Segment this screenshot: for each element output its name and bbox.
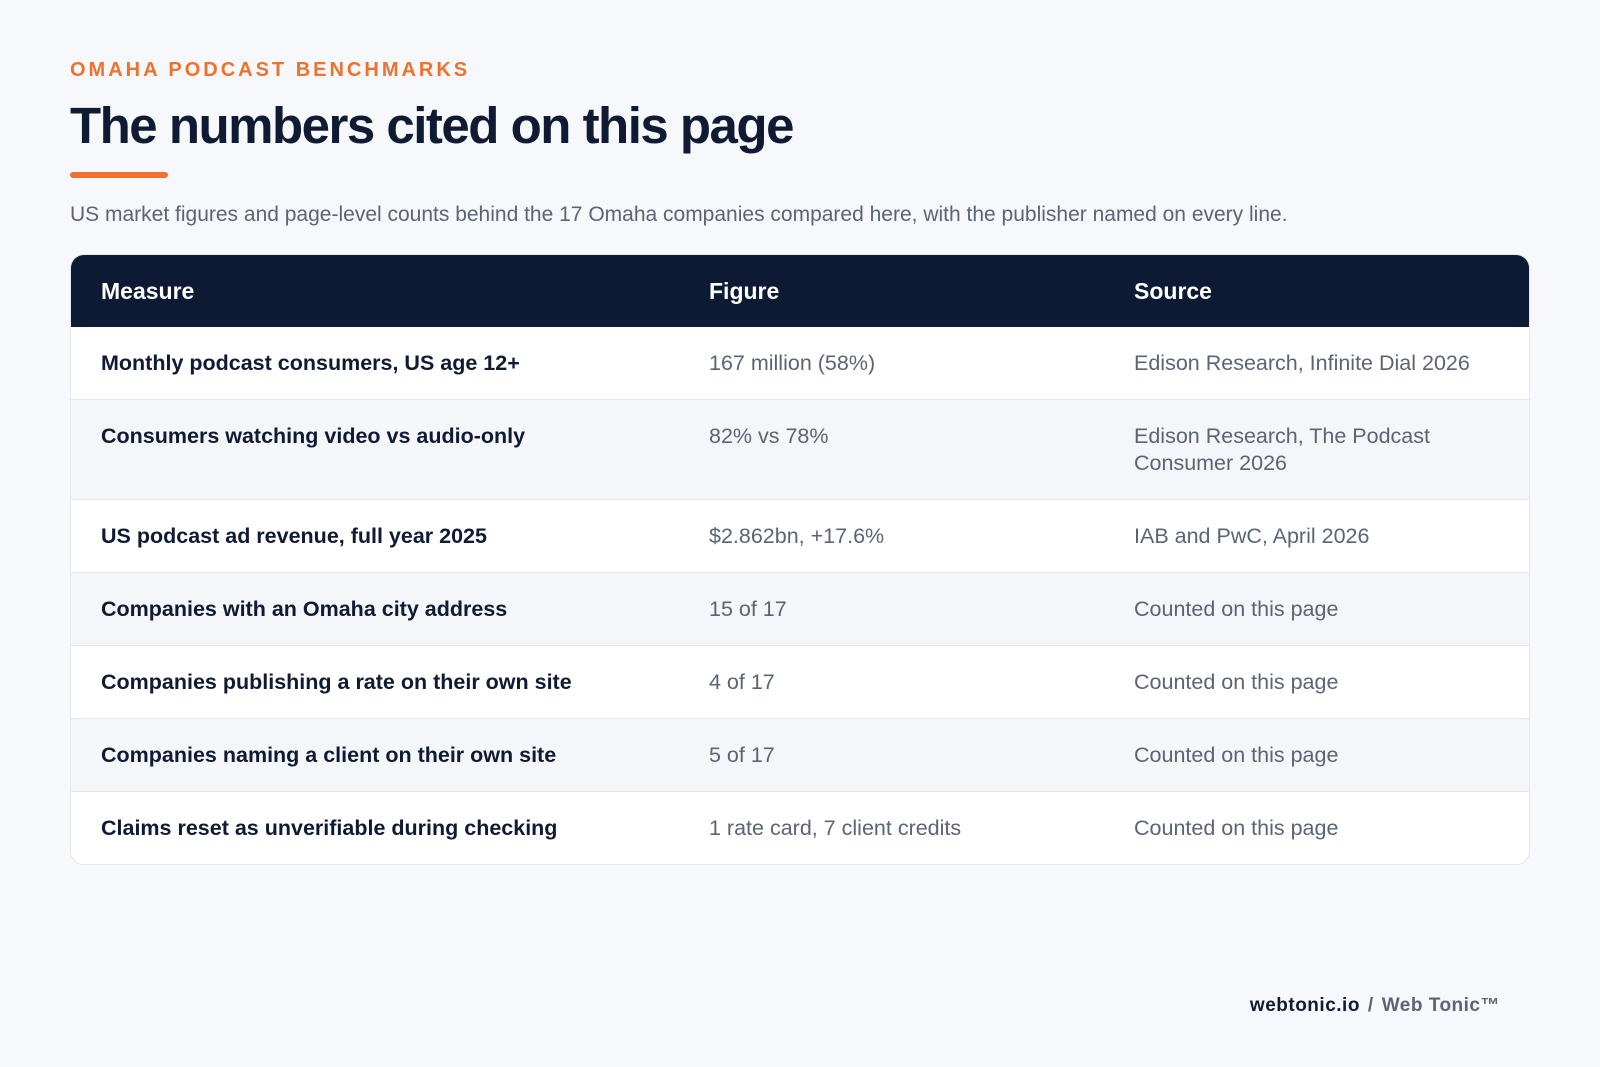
column-header-source: Source [1134, 277, 1212, 304]
column-header-measure: Measure [101, 277, 195, 304]
table-row: Companies publishing a rate on their own… [71, 645, 1529, 719]
footer-brand: Web Tonic™ [1381, 995, 1500, 1016]
footer-credit: webtonic.io / Web Tonic™ [1250, 995, 1500, 1017]
measure-cell: Companies with an Omaha city address [101, 597, 508, 621]
measure-cell: Monthly podcast consumers, US age 12+ [101, 351, 520, 375]
figure-cell: $2.862bn, +17.6% [709, 524, 885, 548]
measure-cell: Consumers watching video vs audio-only [101, 424, 526, 448]
table-row: Claims reset as unverifiable during chec… [71, 791, 1529, 864]
figure-cell: 15 of 17 [709, 597, 787, 621]
measure-cell: Companies publishing a rate on their own… [101, 670, 572, 694]
figure-cell: 1 rate card, 7 client credits [709, 816, 962, 840]
source-cell: Edison Research, Infinite Dial 2026 [1134, 351, 1470, 375]
table-row: Consumers watching video vs audio-only 8… [71, 399, 1529, 500]
figure-cell: 167 million (58%) [709, 351, 876, 375]
title-accent-bar [70, 172, 168, 178]
table-row: Companies with an Omaha city address 15 … [71, 572, 1529, 646]
source-cell: Counted on this page [1134, 743, 1339, 767]
figure-cell: 4 of 17 [709, 670, 775, 694]
footer-separator: / [1367, 995, 1374, 1016]
source-cell: IAB and PwC, April 2026 [1134, 524, 1370, 548]
source-cell: Counted on this page [1134, 816, 1339, 840]
column-header-figure: Figure [709, 277, 780, 304]
table-row: Monthly podcast consumers, US age 12+ 16… [71, 327, 1529, 400]
measure-cell: Companies naming a client on their own s… [101, 743, 557, 767]
benchmarks-table-card: Measure Figure Source Monthly podcast co… [70, 254, 1530, 865]
figure-cell: 82% vs 78% [709, 424, 829, 448]
page-title: The numbers cited on this page [70, 97, 794, 154]
footer-domain: webtonic.io [1249, 995, 1360, 1016]
table-row: US podcast ad revenue, full year 2025 $2… [71, 499, 1529, 573]
source-cell: Counted on this page [1134, 670, 1339, 694]
benchmarks-table: Measure Figure Source Monthly podcast co… [71, 255, 1529, 864]
eyebrow-label: OMAHA PODCAST BENCHMARKS [70, 59, 471, 81]
figure-cell: 5 of 17 [709, 743, 775, 767]
page-subtitle: US market figures and page-level counts … [70, 203, 1288, 226]
table-row: Companies naming a client on their own s… [71, 718, 1529, 792]
source-cell: Counted on this page [1134, 597, 1339, 621]
measure-cell: Claims reset as unverifiable during chec… [101, 816, 558, 840]
table-header-row: Measure Figure Source [71, 255, 1529, 327]
source-cell: Edison Research, The Podcast Consumer 20… [1134, 424, 1430, 475]
measure-cell: US podcast ad revenue, full year 2025 [101, 524, 487, 548]
